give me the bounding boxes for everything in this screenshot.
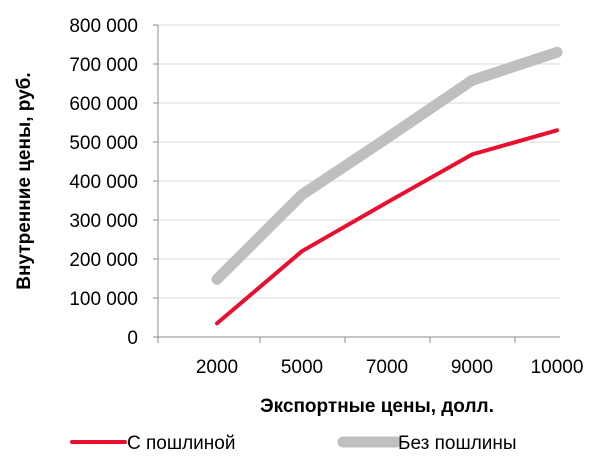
y-tick-label: 300 000 [69, 211, 138, 232]
legend-label: С пошлиной [127, 433, 235, 454]
legend-label: Без пошлины [398, 433, 517, 454]
y-tick-label: 200 000 [69, 250, 138, 271]
y-tick-label: 400 000 [69, 172, 138, 193]
series-line-without-duty [211, 46, 563, 285]
x-tick-label: 2000 [196, 357, 238, 378]
y-tick-label: 800 000 [69, 16, 138, 37]
x-tick-label: 9000 [451, 357, 493, 378]
x-tick-label: 5000 [281, 357, 323, 378]
y-tick-label: 600 000 [69, 94, 138, 115]
series-lines [211, 46, 563, 326]
x-axis-title: Экспортные цены, долл. [260, 396, 494, 417]
y-axis-title: Внутренние цены, руб. [14, 72, 35, 289]
series-line-with-duty [215, 128, 559, 326]
y-tick-label: 0 [127, 328, 138, 349]
tick-labels: 0 100 000 200 000 300 000 400 000 500 000 600 … [69, 16, 583, 378]
y-tick-label: 500 000 [69, 133, 138, 154]
axes [153, 24, 560, 343]
y-tick-label: 100 000 [69, 289, 138, 310]
x-tick-label: 10000 [531, 357, 584, 378]
x-tick-label: 7000 [366, 357, 408, 378]
legend: С пошлиной Без пошлины [70, 433, 517, 454]
y-tick-label: 700 000 [69, 55, 138, 76]
